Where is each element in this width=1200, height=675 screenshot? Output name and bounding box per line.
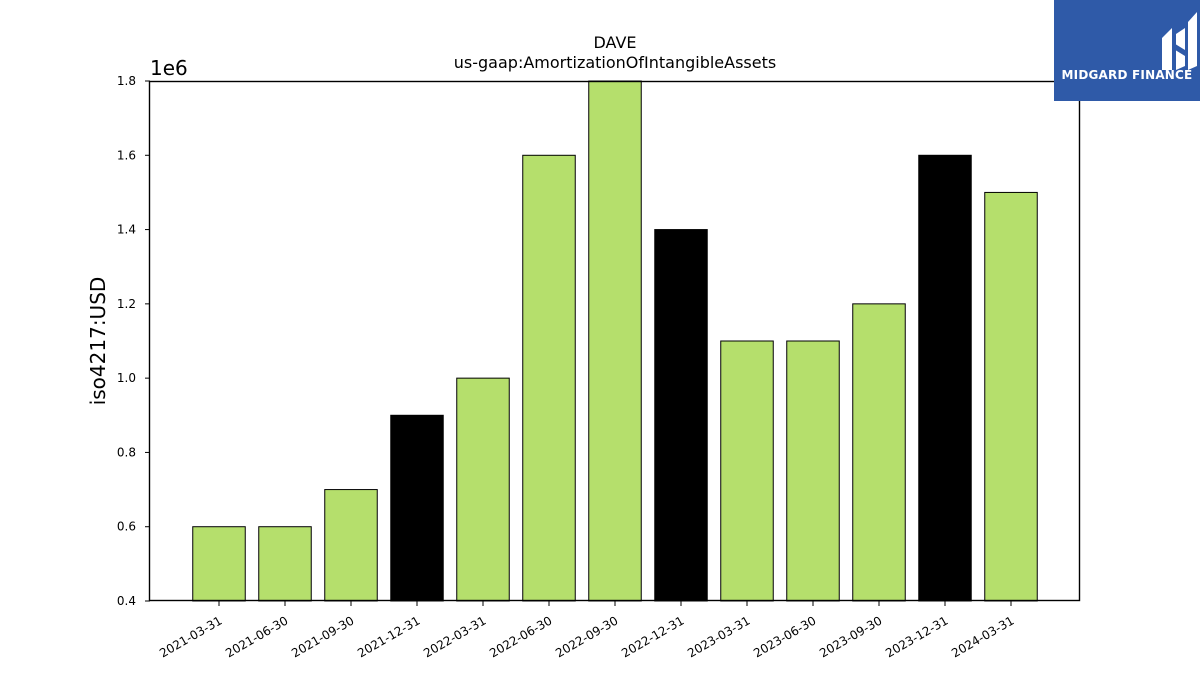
- x-tick-label: 2023-09-30: [817, 613, 884, 660]
- axis-offset-label: 1e6: [150, 56, 188, 80]
- y-tick-label: 1.2: [117, 297, 136, 311]
- y-tick-label: 0.4: [117, 594, 136, 608]
- x-tick-label: 2024-03-31: [949, 613, 1016, 660]
- x-ticks-group: 2021-03-312021-06-302021-09-302021-12-31…: [157, 601, 1017, 660]
- bar-2024-03-31: [984, 191, 1038, 602]
- bar-2021-09-30: [324, 489, 378, 602]
- chart-subtitle: us-gaap:AmortizationOfIntangibleAssets: [454, 53, 776, 72]
- y-tick-label: 1.6: [117, 148, 136, 162]
- bar-2023-03-31: [720, 340, 774, 602]
- bar-2022-12-31: [654, 229, 708, 602]
- x-tick-label: 2022-12-31: [619, 613, 686, 660]
- y-tick-label: 0.8: [117, 445, 136, 459]
- x-tick-label: 2022-03-31: [421, 613, 488, 660]
- bar-2022-03-31: [456, 377, 510, 602]
- x-tick-label: 2022-09-30: [553, 613, 620, 660]
- logo-text: MIDGARD FINANCE: [1061, 68, 1193, 82]
- x-tick-label: 2023-06-30: [751, 613, 818, 660]
- bar-2022-06-30: [522, 154, 576, 602]
- x-tick-label: 2021-12-31: [355, 613, 422, 660]
- y-tick-label: 1.8: [117, 74, 136, 88]
- y-tick-label: 1.4: [117, 223, 136, 237]
- x-tick-label: 2021-09-30: [289, 613, 356, 660]
- bar-2021-03-31: [192, 526, 246, 602]
- midgard-mark-icon: [1162, 12, 1197, 70]
- midgard-finance-logo: MIDGARD FINANCE: [1054, 0, 1200, 101]
- plot-frame: [148, 80, 1081, 602]
- y-tick-label: 0.6: [117, 520, 136, 534]
- x-tick-label: 2022-06-30: [487, 613, 554, 660]
- x-tick-label: 2023-03-31: [685, 613, 752, 660]
- bars-group: [192, 80, 1038, 602]
- bar-2021-06-30: [258, 526, 312, 602]
- chart-title: DAVE: [593, 33, 636, 52]
- x-tick-label: 2021-06-30: [223, 613, 290, 660]
- y-ticks-group: 0.4 0.6 0.8 1.0 1.2 1.4 1.6 1.8: [117, 74, 150, 608]
- x-tick-label: 2021-03-31: [157, 613, 224, 660]
- y-axis-label: iso4217:USD: [86, 277, 110, 406]
- bar-2023-12-31: [918, 154, 972, 602]
- bar-2023-06-30: [786, 340, 840, 602]
- x-tick-label: 2023-12-31: [883, 613, 950, 660]
- bar-2022-09-30: [588, 80, 642, 602]
- bar-2021-12-31: [390, 414, 444, 602]
- bar-2023-09-30: [852, 303, 906, 602]
- y-tick-label: 1.0: [117, 371, 136, 385]
